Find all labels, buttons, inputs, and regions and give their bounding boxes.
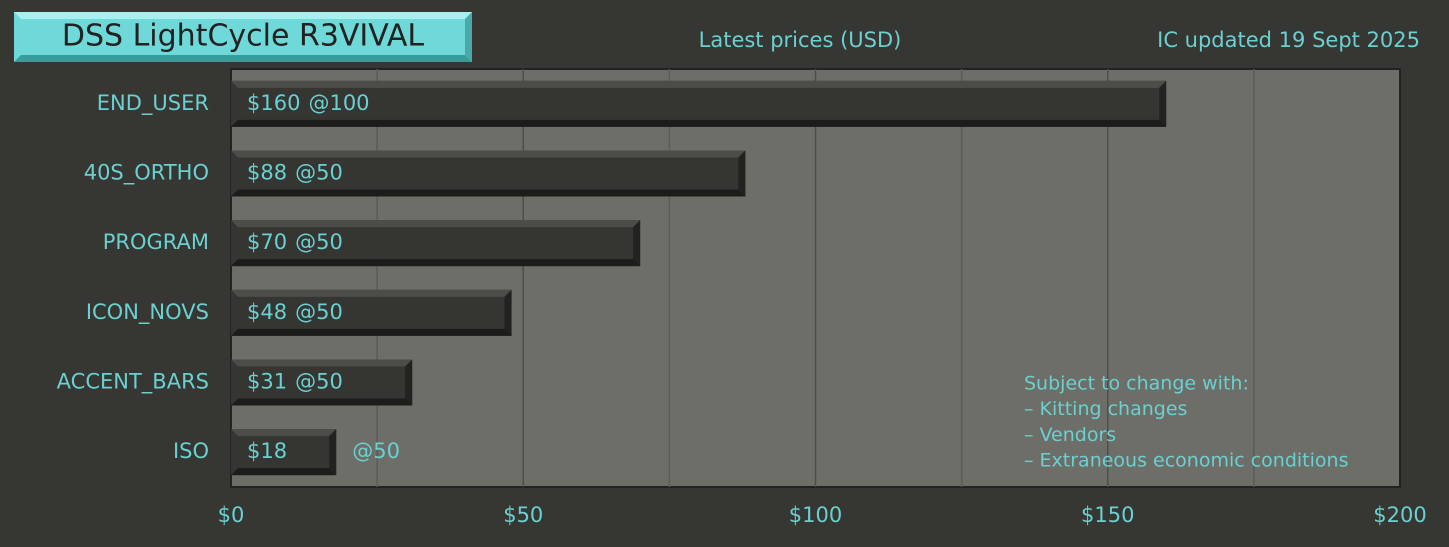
- y-tick-label: END_USER: [97, 91, 209, 116]
- bar-bevel: [329, 429, 337, 476]
- bar: [231, 289, 512, 336]
- bar-bevel: [231, 150, 746, 158]
- bar-bevel: [231, 119, 1167, 127]
- y-tick-label: ICON_NOVS: [86, 300, 209, 325]
- annotation-line: – Kitting changes: [1024, 398, 1187, 420]
- value-label: $18: [247, 439, 287, 463]
- x-tick-label: $50: [503, 503, 543, 527]
- quantity-label: @50: [295, 370, 343, 394]
- bar-bevel: [231, 189, 746, 197]
- title-box: DSS LightCycle R3VIVAL: [14, 12, 472, 62]
- quantity-label: @50: [295, 230, 343, 254]
- bars: [231, 80, 1167, 476]
- bar-bevel: [231, 289, 512, 297]
- bar: [231, 150, 746, 197]
- annotation: Subject to change with: – Kitting changes…: [1024, 373, 1348, 472]
- y-tick-label: ACCENT_BARS: [57, 370, 209, 395]
- value-label: $48: [247, 300, 287, 324]
- quantity-label: @100: [308, 91, 369, 115]
- bar-bevel: [231, 259, 641, 267]
- chart-subtitle: Latest prices (USD): [699, 28, 902, 52]
- bar-bevel: [633, 220, 641, 267]
- bar: [231, 359, 413, 406]
- quantity-label: @50: [295, 161, 343, 185]
- bar-bevel: [738, 150, 746, 197]
- bar: [231, 80, 1167, 127]
- bar-bevel: [231, 359, 413, 367]
- quantity-label: @50: [352, 439, 400, 463]
- y-tick-label: 40S_ORTHO: [84, 161, 209, 186]
- bar-bevel: [231, 80, 1167, 88]
- value-label: $70: [247, 230, 287, 254]
- x-tick-label: $150: [1081, 503, 1134, 527]
- x-tick-label: $100: [789, 503, 842, 527]
- bar: [231, 429, 337, 476]
- annotation-line: – Vendors: [1024, 424, 1116, 446]
- y-tick-label: PROGRAM: [103, 230, 209, 254]
- annotation-line: – Extraneous economic conditions: [1024, 450, 1348, 472]
- bar-bevel: [231, 398, 413, 406]
- y-tick-label: ISO: [173, 439, 209, 463]
- value-label: $160: [247, 91, 300, 115]
- title-bevel: [14, 55, 472, 62]
- bar-bevel: [231, 429, 337, 437]
- bar-bevel: [231, 468, 337, 476]
- grid: [376, 69, 1255, 487]
- update-note: IC updated 19 Sept 2025: [1157, 28, 1420, 52]
- title-bevel: [14, 12, 472, 19]
- bar-bevel: [231, 328, 512, 336]
- x-tick-label: $0: [218, 503, 245, 527]
- quantity-label: @50: [295, 300, 343, 324]
- bar-bevel: [231, 220, 641, 228]
- bar-bevel: [1159, 80, 1167, 127]
- title-bg: [14, 12, 472, 62]
- bar: [231, 220, 641, 267]
- chart-title: DSS LightCycle R3VIVAL: [62, 19, 425, 54]
- x-tick-label: $200: [1373, 503, 1426, 527]
- bar-bevel: [504, 289, 512, 336]
- value-label: $88: [247, 161, 287, 185]
- value-label: $31: [247, 370, 287, 394]
- bar-bevel: [405, 359, 413, 406]
- title-bevel: [465, 12, 472, 62]
- annotation-line: Subject to change with:: [1024, 373, 1249, 395]
